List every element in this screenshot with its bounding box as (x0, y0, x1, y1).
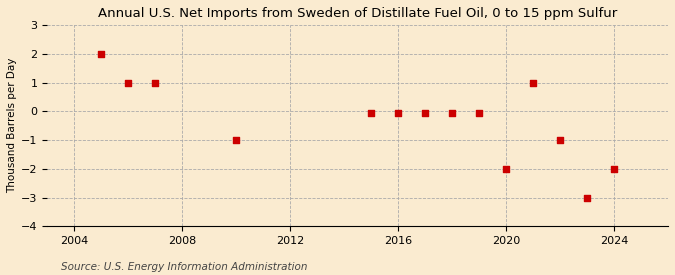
Point (501, 167, 512, 171)
Point (150, 81, 161, 85)
Point (393, 111, 404, 116)
Point (96, 52, 107, 56)
Point (366, 111, 377, 116)
Point (582, 196, 593, 200)
Point (231, 138, 242, 142)
Point (447, 111, 458, 116)
Title: Annual U.S. Net Imports from Sweden of Distillate Fuel Oil, 0 to 15 ppm Sulfur: Annual U.S. Net Imports from Sweden of D… (98, 7, 618, 20)
Point (420, 111, 431, 116)
Text: Source: U.S. Energy Information Administration: Source: U.S. Energy Information Administ… (61, 262, 307, 272)
Point (474, 111, 485, 116)
Point (609, 167, 620, 171)
Point (123, 81, 134, 85)
Point (528, 81, 539, 85)
Y-axis label: Thousand Barrels per Day: Thousand Barrels per Day (7, 58, 17, 194)
Point (555, 138, 566, 142)
